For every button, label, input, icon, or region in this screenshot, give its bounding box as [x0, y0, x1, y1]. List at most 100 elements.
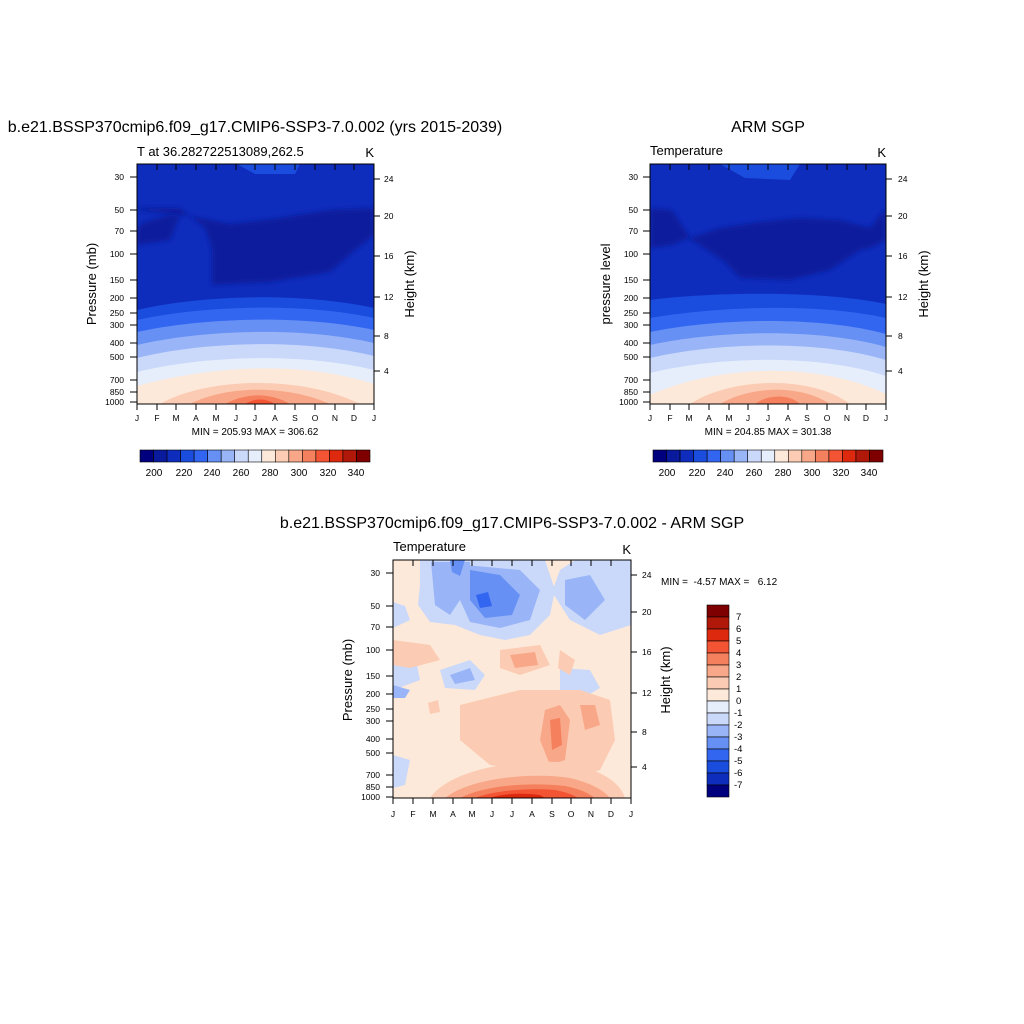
colorbar-label: 6 [736, 624, 741, 635]
panel-obs-right-ticks: 24 20 16 12 8 4 [886, 174, 908, 376]
panel-model-title: b.e21.BSSP370cmip6.f09_g17.CMIP6-SSP3-7.… [8, 119, 503, 136]
xtick-label: O [568, 809, 575, 819]
ytick-label: 70 [115, 226, 125, 236]
ytick-label: 700 [110, 375, 124, 385]
ytick-label: 850 [110, 387, 124, 397]
colorbar-cell [733, 449, 749, 463]
panel-obs-title: ARM SGP [731, 119, 805, 136]
ytick-right-label: 8 [898, 331, 903, 341]
ytick-label: 100 [624, 249, 638, 259]
ytick-right-label: 16 [642, 647, 652, 657]
ytick-right-label: 12 [642, 688, 652, 698]
ytick-label: 700 [624, 375, 638, 385]
ytick-label: 200 [366, 689, 380, 699]
colorbar-cell [247, 449, 263, 463]
colorbar-cell [787, 449, 803, 463]
colorbar-cells [706, 604, 730, 798]
colorbar-label: -6 [734, 768, 742, 779]
ytick-label: 500 [110, 352, 124, 362]
colorbar-cell [706, 724, 730, 738]
panel-model-xticks: J F M A M J J A S O N D J [135, 164, 376, 423]
ytick-right-label: 8 [642, 727, 647, 737]
colorbar-cell [828, 449, 843, 463]
ytick-label: 150 [110, 275, 124, 285]
xtick-label: A [272, 413, 278, 423]
panel-obs-minmax: MIN = 204.85 MAX = 301.38 [705, 427, 832, 438]
panel-diff-field [393, 560, 631, 798]
xtick-label: D [608, 809, 614, 819]
panel-obs-left-ticks: 30 50 70 100 150 200 250 300 400 500 700… [619, 172, 650, 407]
colorbar-cell [706, 748, 730, 762]
xtick-label: J [490, 809, 494, 819]
colorbar-cell [720, 449, 735, 463]
colorbar-cell [706, 784, 730, 798]
panel-model-colorbar: 200 220 240 260 280 300 320 340 [139, 449, 371, 479]
ytick-right-label: 12 [898, 292, 908, 302]
colorbar-cell [801, 449, 816, 463]
xtick-label: J [884, 413, 888, 423]
xtick-label: O [824, 413, 831, 423]
colorbar-cell [869, 449, 884, 463]
xtick-label: S [549, 809, 555, 819]
ytick-right-label: 8 [384, 331, 389, 341]
colorbar-label: 300 [804, 468, 821, 479]
colorbar-cell [706, 616, 730, 630]
colorbar-cell [274, 449, 290, 463]
xtick-label: J [648, 413, 652, 423]
ytick-label: 250 [624, 308, 638, 318]
colorbar-cell [706, 736, 730, 750]
colorbar-cell [139, 449, 154, 463]
colorbar-cell [342, 449, 357, 463]
ytick-label: 400 [624, 338, 638, 348]
ytick-label: 300 [624, 320, 638, 330]
ytick-right-label: 24 [898, 174, 908, 184]
colorbar-cell [693, 449, 708, 463]
ytick-label: 200 [624, 293, 638, 303]
ytick-label: 250 [110, 308, 124, 318]
xtick-label: N [844, 413, 850, 423]
colorbar-label: 300 [291, 468, 308, 479]
colorbar-label: 4 [736, 648, 741, 659]
xtick-label: S [804, 413, 810, 423]
colorbar-label: 240 [717, 468, 734, 479]
colorbar-cell [207, 449, 222, 463]
ytick-label: 850 [624, 387, 638, 397]
colorbar-cell [666, 449, 681, 463]
xtick-label: D [351, 413, 357, 423]
ytick-label: 200 [110, 293, 124, 303]
ytick-label: 300 [110, 320, 124, 330]
panel-diff-left-ticks: 30 50 70 100 150 200 250 300 400 500 700… [361, 568, 393, 802]
colorbar-cell [329, 449, 344, 463]
panel-obs-field [650, 164, 886, 404]
xtick-label: J [629, 809, 633, 819]
xtick-label: A [529, 809, 535, 819]
colorbar-cell [220, 449, 236, 463]
panel-model-right-ticks: 24 20 16 12 8 4 [374, 174, 394, 376]
ytick-label: 100 [366, 645, 380, 655]
colorbar-label: -1 [734, 708, 742, 719]
colorbar-cell [234, 449, 249, 463]
ytick-right-label: 24 [384, 174, 394, 184]
panel-obs-subtitle-right: K [877, 145, 886, 160]
panel-obs: ARM SGP Temperature K 30 50 70 100 150 2… [598, 119, 931, 479]
colorbar-cell [679, 449, 694, 463]
colorbar-cell [706, 676, 730, 690]
panel-diff-subtitle-left: Temperature [393, 539, 466, 554]
ytick-right-label: 24 [642, 570, 652, 580]
xtick-label: M [212, 413, 219, 423]
colorbar-cell [747, 449, 762, 463]
colorbar-cell [261, 449, 276, 463]
colorbar-cell [706, 628, 730, 642]
colorbar-label: 200 [146, 468, 163, 479]
xtick-label: J [766, 413, 770, 423]
xtick-label: A [193, 413, 199, 423]
colorbar-cell [180, 449, 195, 463]
ytick-label: 100 [110, 249, 124, 259]
panel-model-ylabel-right: Height (km) [402, 250, 417, 317]
panel-obs-ylabel-right: Height (km) [916, 250, 931, 317]
ytick-label: 30 [371, 568, 381, 578]
ytick-label: 500 [624, 352, 638, 362]
ytick-label: 300 [366, 716, 380, 726]
colorbar-cell [706, 760, 730, 774]
xtick-label: D [863, 413, 869, 423]
